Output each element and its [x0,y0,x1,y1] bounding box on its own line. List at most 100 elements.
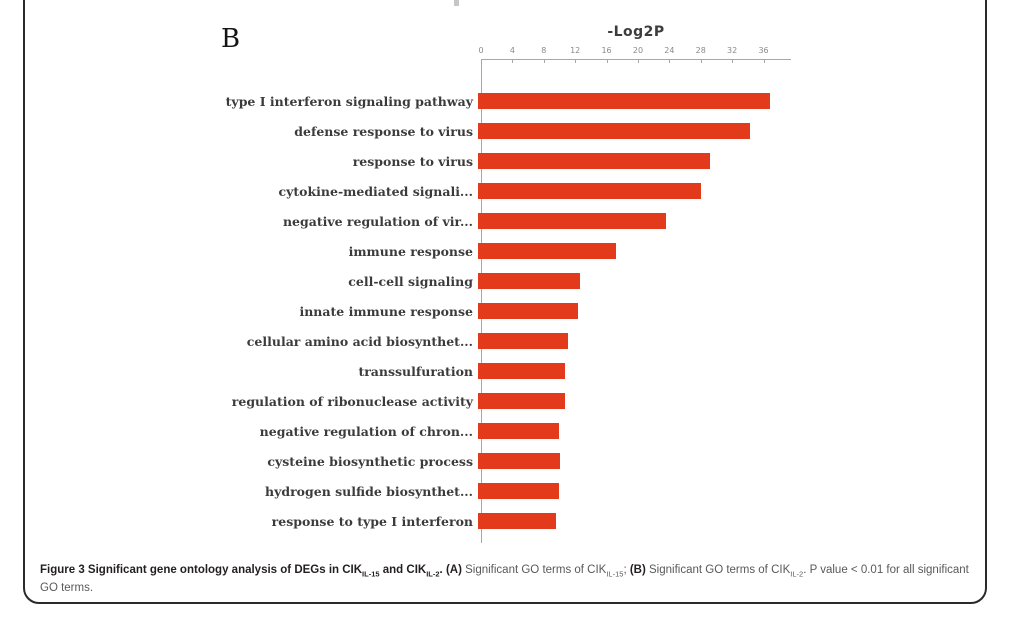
x-axis-tick-mark [543,60,545,63]
go-term-bar-track [477,146,787,176]
figure-caption: Figure 3 Significant gene ontology analy… [40,561,970,598]
x-axis-tick-label: 4 [509,46,515,55]
go-term-label: cysteine biosynthetic process [267,453,473,469]
x-axis-tick-label: 16 [601,46,612,55]
caption-text: (B) [629,563,646,576]
caption-text: and CIK [379,563,427,576]
go-term-bar [478,483,559,499]
caption-text: Significant GO terms of CIK [645,563,791,576]
go-term-row: cysteine biosynthetic process [200,446,820,476]
go-term-bar [478,513,556,529]
go-term-bar [478,303,578,319]
go-term-row: response to type I interferon [200,506,820,536]
caption-text: Figure 3 Significant gene ontology analy… [40,563,363,576]
bar-rows: type I interferon signaling pathway defen… [200,86,820,536]
go-term-bar-track [477,86,787,116]
x-axis-tick-label: 24 [664,46,675,55]
go-term-row: innate immune response [200,296,820,326]
go-term-bar-track [477,176,787,206]
chart-title: -Log2P [607,24,665,40]
panel-label-b: B [221,24,241,54]
go-term-row: defense response to virus [200,116,820,146]
go-term-bar [478,423,559,439]
go-term-bar-track [477,416,787,446]
caption-subscript: IL-15 [606,568,624,578]
go-term-label: response to virus [352,153,473,169]
go-term-bar [478,333,568,349]
go-term-label: negative regulation of vir... [282,213,473,229]
go-term-bar-track [477,236,787,266]
caption-text: . [439,563,446,576]
go-term-row: cellular amino acid biosynthet... [200,326,820,356]
caption-text: . P value < 0.01 for all significant GO … [40,563,969,594]
caption-text: (A) [445,563,462,576]
caption-subscript: IL-2 [790,568,804,578]
caption-text: Significant GO terms of CIK [461,563,607,576]
go-term-row: negative regulation of chron... [200,416,820,446]
x-axis-tick-mark [575,60,577,63]
go-term-bar [478,153,710,169]
x-axis-tick-mark [512,60,514,63]
go-term-label: cytokine-mediated signali... [278,183,473,199]
go-term-label: cellular amino acid biosynthet... [246,333,473,349]
go-term-label: response to type I interferon [271,513,473,529]
x-axis-tick-label: 32 [727,46,738,55]
go-term-label: cell-cell signaling [348,273,473,289]
go-term-bar [478,393,565,409]
go-term-bar [478,93,770,109]
bar-chart: -Log2P 0 4 8 12 16 20 24 28 32 36 type I interfer… [200,0,820,545]
go-term-bar [478,123,750,139]
go-term-row: negative regulation of vir... [200,206,820,236]
go-term-bar [478,273,580,289]
go-term-row: hydrogen sulfide biosynthet... [200,476,820,506]
go-term-label: type I interferon signaling pathway [225,93,473,109]
go-term-label: hydrogen sulfide biosynthet... [264,483,473,499]
go-term-bar [478,183,701,199]
top-edge-artifact [454,0,459,6]
go-term-bar [478,453,560,469]
go-term-bar-track [477,296,787,326]
x-axis-tick-label: 20 [632,46,644,55]
x-axis-tick-mark [669,60,671,63]
x-axis-line [481,59,791,60]
go-term-bar [478,363,565,379]
caption-subscript: IL-15 [362,568,380,578]
go-term-bar-track [477,476,787,506]
x-axis-tick-mark [732,60,734,63]
go-term-label: transsulfuration [358,363,473,379]
go-term-bar-track [477,206,787,236]
x-axis-tick-mark [637,60,639,63]
x-axis-tick-mark [763,60,765,63]
go-term-label: immune response [348,243,473,259]
go-term-bar-track [477,386,787,416]
x-axis-tick-label: 28 [695,46,706,55]
go-term-bar [478,243,616,259]
go-term-row: immune response [200,236,820,266]
x-axis-tick-label: 0 [478,46,484,55]
caption-subscript: IL-2 [426,568,440,578]
x-axis-tick-label: 36 [758,46,769,55]
x-axis-tick-label: 12 [570,46,581,55]
go-term-row: cytokine-mediated signali... [200,176,820,206]
go-term-bar-track [477,266,787,296]
go-term-row: transsulfuration [200,356,820,386]
go-term-label: defense response to virus [294,123,473,139]
go-term-label: innate immune response [299,303,473,319]
go-term-label: negative regulation of chron... [259,423,473,439]
go-term-bar [478,213,666,229]
go-term-bar-track [477,506,787,536]
go-term-bar-track [477,116,787,146]
x-axis-tick-mark [700,60,702,63]
go-term-bar-track [477,446,787,476]
go-term-row: regulation of ribonuclease activity [200,386,820,416]
y-axis-line [481,59,482,543]
go-term-bar-track [477,326,787,356]
x-axis-tick-label: 8 [541,46,547,55]
caption-text: ; [623,563,630,576]
go-term-row: cell-cell signaling [200,266,820,296]
go-term-row: response to virus [200,146,820,176]
go-term-row: type I interferon signaling pathway [200,86,820,116]
x-axis-tick-mark [606,60,608,63]
go-term-label: regulation of ribonuclease activity [231,393,473,409]
go-term-bar-track [477,356,787,386]
